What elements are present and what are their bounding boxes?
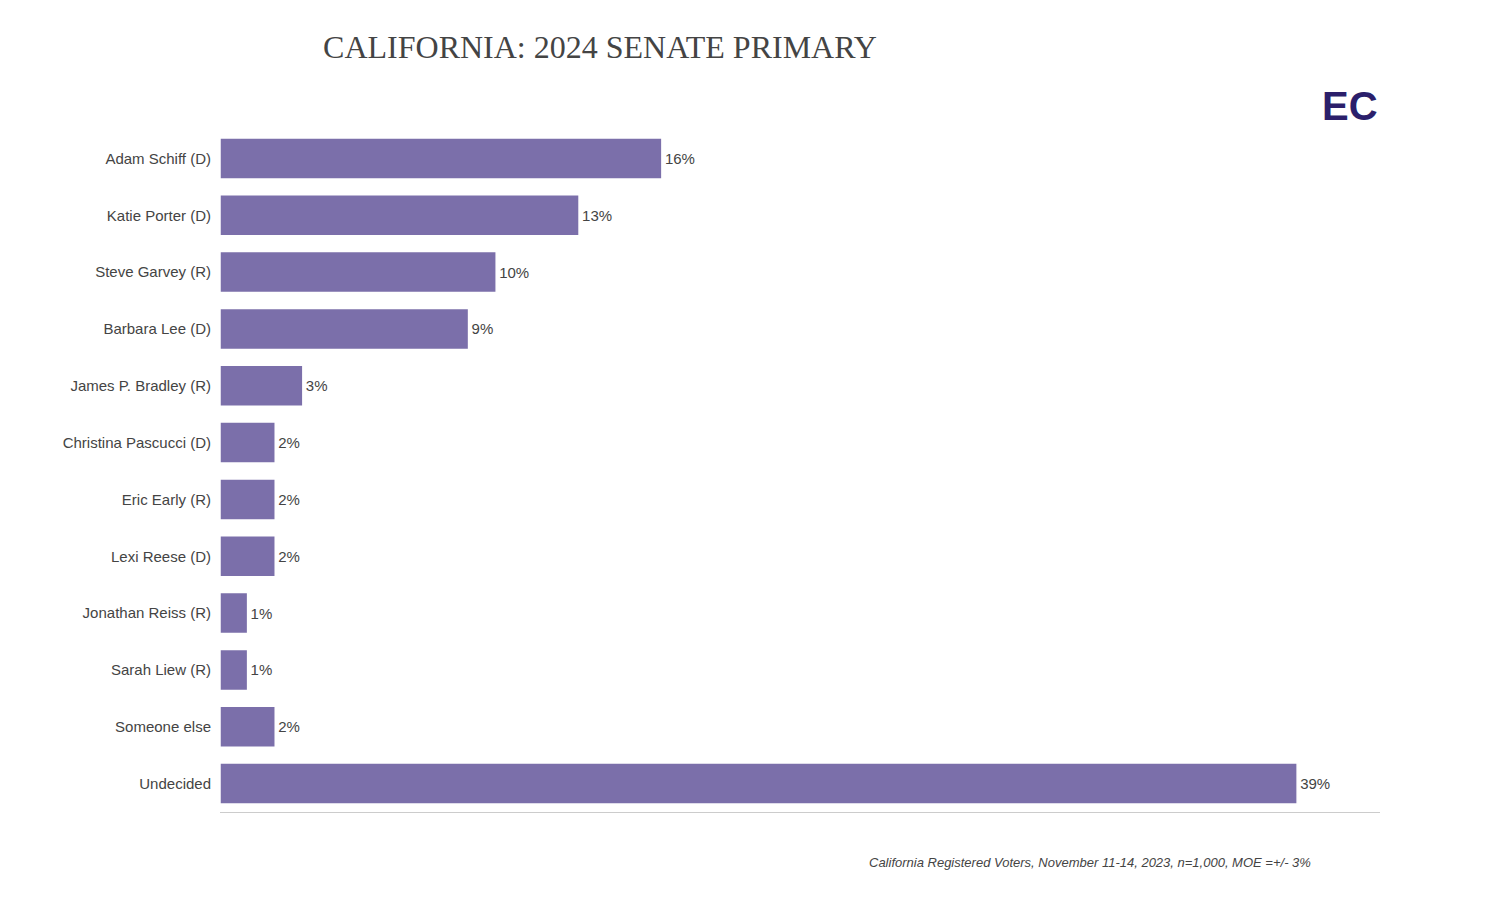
svg-text:2%: 2% xyxy=(278,491,300,508)
svg-text:James P. Bradley (R): James P. Bradley (R) xyxy=(70,377,211,394)
svg-text:1%: 1% xyxy=(251,605,273,622)
svg-text:Christina Pascucci (D): Christina Pascucci (D) xyxy=(63,434,211,451)
svg-text:Katie Porter (D): Katie Porter (D) xyxy=(107,207,211,224)
svg-text:Steve Garvey (R): Steve Garvey (R) xyxy=(95,263,211,280)
svg-text:Adam Schiff (D): Adam Schiff (D) xyxy=(105,150,211,167)
svg-text:16%: 16% xyxy=(665,150,695,167)
svg-text:California Registered Voters,: California Registered Voters, November 1… xyxy=(869,855,1311,870)
svg-text:Jonathan Reiss (R): Jonathan Reiss (R) xyxy=(83,604,211,621)
svg-text:Undecided: Undecided xyxy=(139,775,211,792)
svg-text:3%: 3% xyxy=(306,377,328,394)
svg-text:2%: 2% xyxy=(278,718,300,735)
svg-text:Eric Early (R): Eric Early (R) xyxy=(122,491,211,508)
svg-text:Someone else: Someone else xyxy=(115,718,211,735)
svg-text:39%: 39% xyxy=(1300,775,1330,792)
svg-text:CALIFORNIA: 2024 SENATE PRIMAR: CALIFORNIA: 2024 SENATE PRIMARY xyxy=(323,29,877,65)
svg-text:9%: 9% xyxy=(472,320,494,337)
svg-text:2%: 2% xyxy=(278,434,300,451)
svg-text:Lexi Reese (D): Lexi Reese (D) xyxy=(111,548,211,565)
svg-text:2%: 2% xyxy=(278,548,300,565)
svg-text:13%: 13% xyxy=(582,207,612,224)
svg-text:Barbara Lee (D): Barbara Lee (D) xyxy=(103,320,211,337)
svg-text:Sarah Liew (R): Sarah Liew (R) xyxy=(111,661,211,678)
svg-text:10%: 10% xyxy=(499,264,529,281)
svg-text:1%: 1% xyxy=(251,661,273,678)
svg-text:EC: EC xyxy=(1322,84,1378,128)
